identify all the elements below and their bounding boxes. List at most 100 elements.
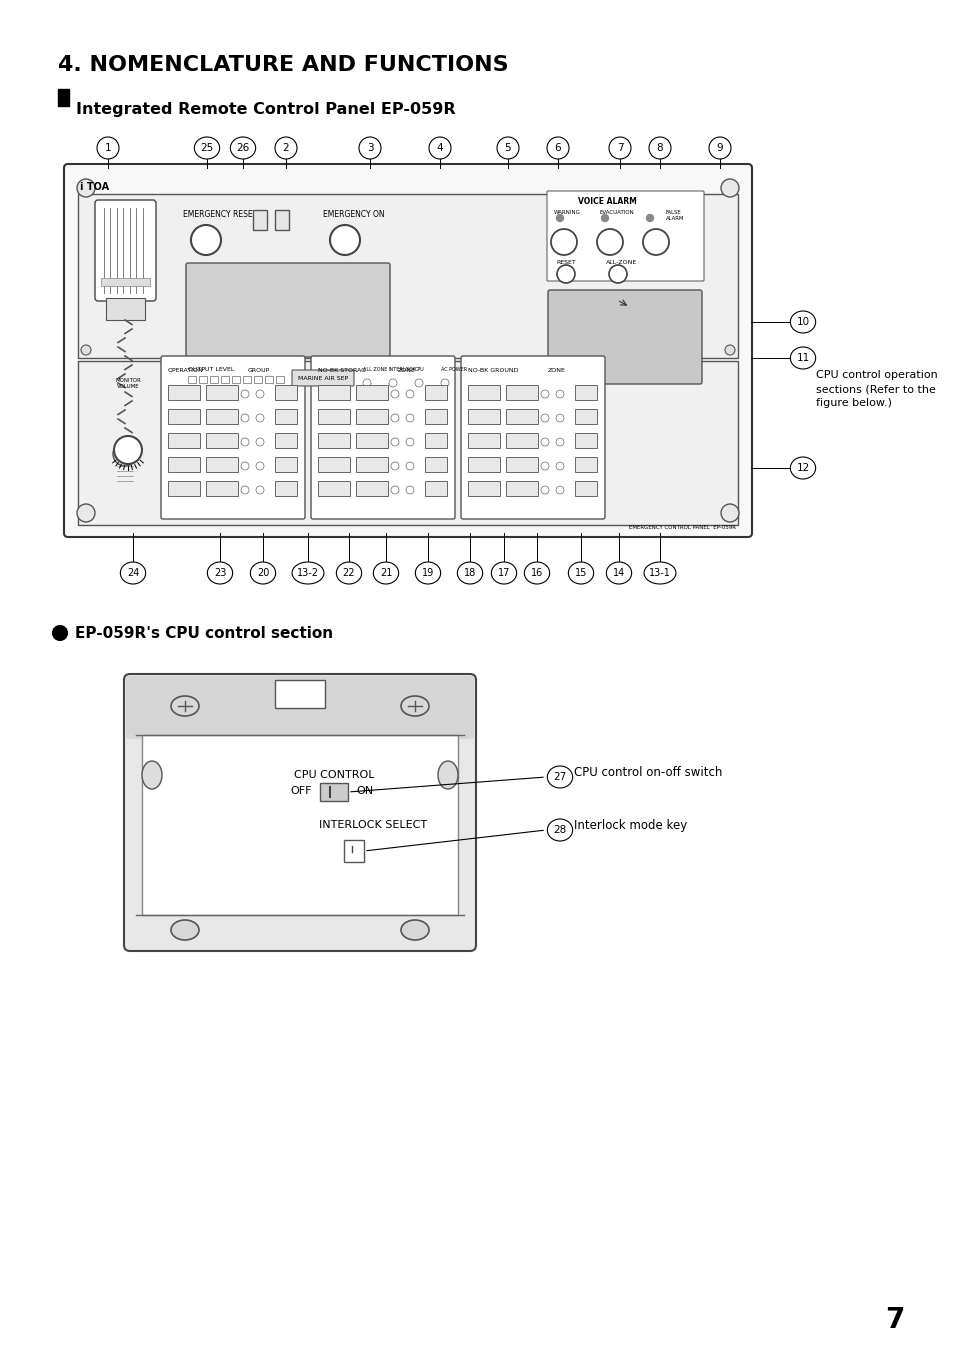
Text: 1: 1	[105, 143, 112, 153]
Ellipse shape	[292, 562, 324, 584]
Bar	[206, 385, 237, 400]
Text: MONITOR
VOLUME: MONITOR VOLUME	[115, 378, 141, 389]
Bar	[355, 434, 388, 449]
Bar	[168, 409, 200, 424]
Bar	[505, 385, 537, 400]
Text: 13-1: 13-1	[648, 567, 670, 578]
Bar	[168, 434, 200, 449]
Bar	[424, 434, 447, 449]
Text: 13-2: 13-2	[296, 567, 318, 578]
FancyBboxPatch shape	[161, 357, 305, 519]
Text: ALL ZONE: ALL ZONE	[363, 367, 387, 372]
Bar	[505, 457, 537, 471]
Circle shape	[556, 215, 563, 222]
Text: 4. NOMENCLATURE AND FUNCTIONS: 4. NOMENCLATURE AND FUNCTIONS	[58, 55, 508, 76]
Text: GROUP: GROUP	[248, 367, 270, 373]
Circle shape	[241, 486, 249, 494]
Text: CPU control on-off switch: CPU control on-off switch	[574, 766, 721, 780]
Text: INTERLOCK SELECT: INTERLOCK SELECT	[318, 820, 427, 830]
Circle shape	[556, 438, 563, 446]
Circle shape	[642, 230, 668, 255]
Circle shape	[391, 413, 398, 422]
Bar	[468, 409, 499, 424]
Bar	[78, 195, 738, 358]
Ellipse shape	[171, 696, 199, 716]
Ellipse shape	[97, 136, 119, 159]
Circle shape	[540, 413, 548, 422]
Circle shape	[53, 626, 67, 640]
Ellipse shape	[497, 136, 518, 159]
Bar	[317, 409, 350, 424]
Ellipse shape	[373, 562, 398, 584]
Circle shape	[440, 380, 449, 386]
Ellipse shape	[568, 562, 593, 584]
FancyBboxPatch shape	[126, 676, 474, 739]
Ellipse shape	[400, 920, 429, 940]
Text: 7: 7	[616, 143, 622, 153]
Bar	[265, 376, 273, 382]
Bar	[424, 409, 447, 424]
Circle shape	[255, 413, 264, 422]
Text: FALSE
ALARM: FALSE ALARM	[665, 209, 683, 220]
Circle shape	[540, 390, 548, 399]
Text: ZONE: ZONE	[547, 367, 565, 373]
Bar	[168, 481, 200, 496]
Text: 4: 4	[436, 143, 443, 153]
Bar	[210, 376, 218, 382]
Ellipse shape	[789, 457, 815, 480]
Bar	[106, 299, 145, 320]
Circle shape	[557, 265, 575, 282]
Bar	[317, 385, 350, 400]
Text: MARINE AIR SEP: MARINE AIR SEP	[297, 376, 348, 381]
Bar	[317, 434, 350, 449]
FancyBboxPatch shape	[547, 290, 701, 384]
Ellipse shape	[207, 562, 233, 584]
FancyBboxPatch shape	[186, 263, 390, 357]
Circle shape	[113, 436, 142, 463]
Circle shape	[556, 486, 563, 494]
Circle shape	[112, 442, 137, 466]
Text: EP-059R's CPU control section: EP-059R's CPU control section	[75, 626, 333, 640]
Circle shape	[255, 390, 264, 399]
Circle shape	[77, 504, 95, 521]
Bar	[424, 385, 447, 400]
Circle shape	[81, 345, 91, 355]
Ellipse shape	[142, 761, 162, 789]
Bar	[188, 376, 195, 382]
Bar	[168, 457, 200, 471]
Text: i TOA: i TOA	[80, 182, 109, 192]
Ellipse shape	[429, 136, 451, 159]
Ellipse shape	[643, 562, 676, 584]
Circle shape	[255, 462, 264, 470]
Bar	[468, 385, 499, 400]
Text: 24: 24	[127, 567, 139, 578]
Circle shape	[255, 438, 264, 446]
Bar	[142, 735, 457, 915]
Bar	[243, 376, 251, 382]
FancyBboxPatch shape	[311, 357, 455, 519]
Circle shape	[406, 486, 414, 494]
Text: 2: 2	[282, 143, 289, 153]
Circle shape	[556, 390, 563, 399]
Text: 21: 21	[379, 567, 392, 578]
Text: ZONE: ZONE	[397, 367, 416, 373]
Bar	[505, 481, 537, 496]
Ellipse shape	[415, 562, 440, 584]
Circle shape	[391, 462, 398, 470]
Bar	[424, 457, 447, 471]
FancyBboxPatch shape	[460, 357, 604, 519]
Text: INTERLOCK: INTERLOCK	[389, 367, 416, 372]
Ellipse shape	[336, 562, 361, 584]
Circle shape	[551, 230, 577, 255]
Bar	[275, 376, 284, 382]
Bar	[575, 409, 597, 424]
Circle shape	[540, 486, 548, 494]
Text: NO-BK GROUND: NO-BK GROUND	[468, 367, 518, 373]
Bar	[274, 481, 296, 496]
Circle shape	[406, 390, 414, 399]
Ellipse shape	[789, 347, 815, 369]
Text: NO-BK STORAG: NO-BK STORAG	[317, 367, 366, 373]
Circle shape	[363, 380, 371, 386]
Bar	[253, 376, 262, 382]
Bar	[206, 481, 237, 496]
